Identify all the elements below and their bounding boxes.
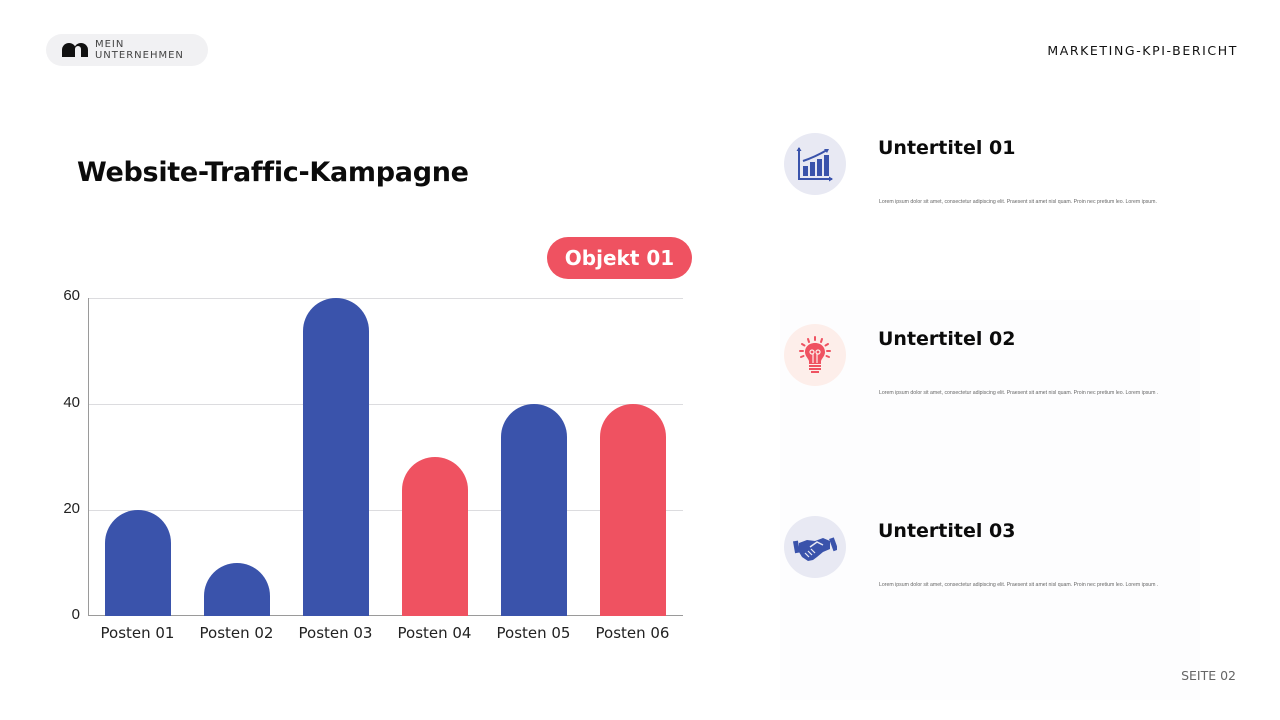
bar-posten-02 xyxy=(204,563,270,616)
report-title: MARKETING-KPI-BERICHT xyxy=(1047,43,1238,58)
chart-title: Website-Traffic-Kampagne xyxy=(77,157,469,188)
x-tick-posten-03: Posten 03 xyxy=(298,624,373,642)
lightbulb-icon xyxy=(784,324,846,386)
x-tick-posten-06: Posten 06 xyxy=(595,624,670,642)
y-axis xyxy=(88,298,89,616)
feature-description: Lorem ipsum dolor sit amet, consectetur … xyxy=(879,390,1159,396)
page-number: SEITE 02 xyxy=(1181,668,1236,683)
bar-chart xyxy=(88,298,683,616)
x-axis xyxy=(88,614,683,616)
bar-posten-04 xyxy=(402,457,468,616)
bar-posten-06 xyxy=(600,404,666,616)
brand-name: MEIN UNTERNEHMEN xyxy=(94,39,184,61)
growth-chart-icon xyxy=(784,133,846,195)
x-tick-posten-04: Posten 04 xyxy=(397,624,472,642)
company-logo-icon xyxy=(62,43,88,57)
x-tick-posten-01: Posten 01 xyxy=(100,624,175,642)
y-tick-60: 60 xyxy=(63,287,80,304)
bar-posten-01 xyxy=(105,510,171,616)
gridline-20 xyxy=(88,510,683,511)
y-tick-20: 20 xyxy=(63,500,80,517)
x-tick-posten-05: Posten 05 xyxy=(496,624,571,642)
handshake-icon xyxy=(784,516,846,578)
feature-title: Untertitel 02 xyxy=(878,328,1016,350)
brand-badge: MEIN UNTERNEHMEN xyxy=(46,34,208,66)
gridline-60 xyxy=(88,298,683,299)
x-tick-posten-02: Posten 02 xyxy=(199,624,274,642)
feature-description: Lorem ipsum dolor sit amet, consectetur … xyxy=(879,199,1157,205)
bar-posten-03 xyxy=(303,298,369,616)
y-tick-40: 40 xyxy=(63,394,80,411)
feature-description: Lorem ipsum dolor sit amet, consectetur … xyxy=(879,582,1159,588)
feature-title: Untertitel 01 xyxy=(878,137,1016,159)
feature-title: Untertitel 03 xyxy=(878,520,1016,542)
y-tick-0: 0 xyxy=(71,606,80,623)
object-badge: Objekt 01 xyxy=(547,237,692,279)
feature-panel-background xyxy=(780,300,1200,700)
gridline-40 xyxy=(88,404,683,405)
bar-posten-05 xyxy=(501,404,567,616)
